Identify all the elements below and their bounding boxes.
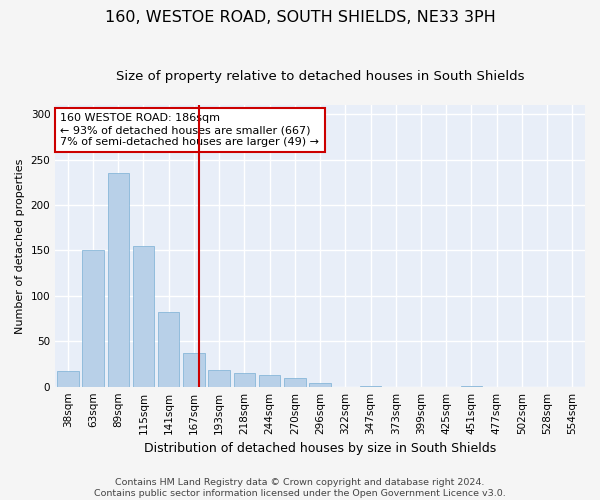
Bar [259, 375, 280, 386]
Bar [107, 173, 129, 386]
Bar [133, 246, 154, 386]
Text: 160 WESTOE ROAD: 186sqm
← 93% of detached houses are smaller (667)
7% of semi-de: 160 WESTOE ROAD: 186sqm ← 93% of detache… [61, 114, 319, 146]
Bar [310, 383, 331, 386]
Text: 160, WESTOE ROAD, SOUTH SHIELDS, NE33 3PH: 160, WESTOE ROAD, SOUTH SHIELDS, NE33 3P… [104, 10, 496, 25]
Bar [57, 371, 79, 386]
Bar [233, 373, 255, 386]
Text: Contains HM Land Registry data © Crown copyright and database right 2024.
Contai: Contains HM Land Registry data © Crown c… [94, 478, 506, 498]
Bar [183, 353, 205, 386]
X-axis label: Distribution of detached houses by size in South Shields: Distribution of detached houses by size … [144, 442, 496, 455]
Bar [158, 312, 179, 386]
Y-axis label: Number of detached properties: Number of detached properties [15, 158, 25, 334]
Bar [284, 378, 305, 386]
Bar [82, 250, 104, 386]
Title: Size of property relative to detached houses in South Shields: Size of property relative to detached ho… [116, 70, 524, 83]
Bar [208, 370, 230, 386]
